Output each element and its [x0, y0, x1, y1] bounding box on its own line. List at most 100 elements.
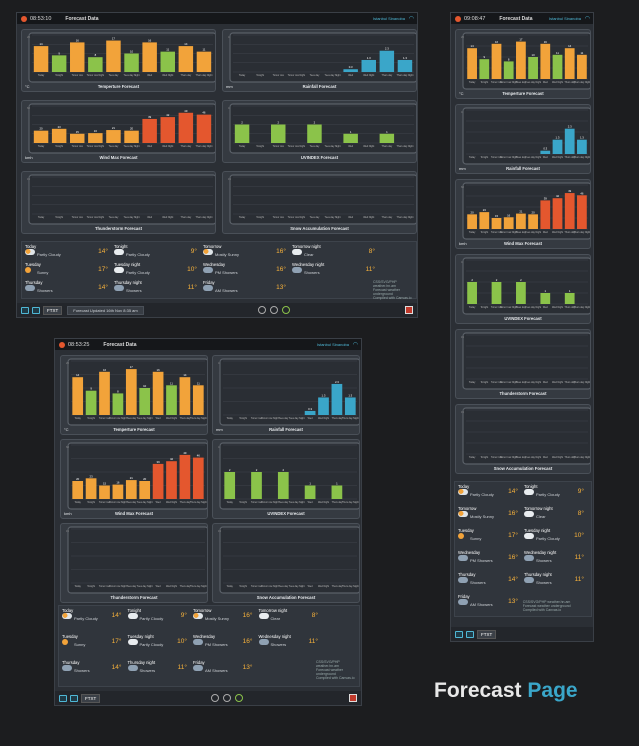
ftxt-button[interactable]: FTXT — [43, 305, 63, 315]
forecast-item: Tonight Partly Cloudy 9° — [127, 608, 187, 634]
x-tick: Today — [469, 81, 476, 84]
bar-1 — [479, 212, 490, 229]
app-title: Forecast Data — [499, 15, 533, 22]
forecast-day: Thursday — [458, 572, 476, 577]
x-tick: Tomor row — [72, 145, 83, 148]
copyright-icon[interactable] — [223, 694, 232, 702]
x-tick: Tonight — [256, 145, 264, 148]
x-tick: Thurs day — [180, 417, 191, 420]
forecast-item: Tuesday night Partly Cloudy 10° — [114, 262, 197, 280]
data-label: 46 — [580, 191, 584, 195]
image-button[interactable] — [21, 306, 29, 314]
app-title: Forecast Data — [65, 15, 99, 22]
bar-8 — [179, 377, 191, 415]
temp-panel: 20 14 Today 9 Tonight 16 Tomor row 8 Tomor row N… — [21, 29, 216, 92]
x-tick: Wed — [348, 145, 354, 148]
image-button[interactable] — [455, 630, 463, 638]
location-label[interactable]: Istanbul Sinanoba — [316, 342, 349, 347]
weather-icon — [127, 665, 138, 671]
temp-chart: 20 14 Today 9 Tonight 16 Tomor row 8 Tomor row N… — [66, 358, 207, 426]
credit-line[interactable]: CSS/SVG/PHP weather.hn.am — [316, 660, 340, 668]
x-tick: Thurs day — [180, 501, 191, 504]
credit-line[interactable]: Compiled with Canvas.io — [316, 676, 355, 680]
x-tick: Wed — [147, 74, 153, 77]
data-label: 17 — [130, 365, 134, 369]
cloud-button[interactable] — [466, 630, 474, 638]
credit-line[interactable]: Compiled with Canvas.io — [522, 608, 562, 612]
location-label[interactable]: Istanbul Sinanoba — [372, 16, 405, 21]
credit-line[interactable]: CSS/SVG/PHP weather.hn.am — [522, 600, 571, 604]
data-label: 23 — [58, 125, 62, 129]
x-tick: Wed — [543, 231, 549, 234]
x-tick: Wed — [308, 501, 314, 504]
cloud-button[interactable] — [32, 306, 40, 314]
data-label: 16 — [495, 40, 499, 44]
forecast-day: Wednesday — [458, 550, 481, 555]
data-label: 1.3 — [580, 136, 584, 140]
credit-line[interactable]: Forecast weather underground — [316, 668, 344, 676]
ftxt-button[interactable]: FTXT — [81, 693, 101, 703]
image-button[interactable] — [59, 694, 67, 702]
calendar-icon[interactable] — [405, 306, 414, 314]
credit-line[interactable]: CSS/SVG/PHP weather.hn.am — [373, 280, 397, 288]
x-tick: Wed — [308, 585, 314, 588]
y-tick: 20 — [461, 35, 464, 39]
bar-6 — [540, 43, 551, 79]
footer-bar: FTXT Forecast Updated 16th Nov 8:35 am — [17, 303, 417, 317]
x-tick: Tues day Night — [289, 501, 305, 504]
rain-panel: 4 Today Tonight Tomor row Tomor row Night Tue… — [222, 29, 417, 92]
bar-9 — [577, 54, 587, 79]
bar-7 — [160, 51, 175, 72]
data-label: 20 — [143, 477, 147, 481]
bar-6 — [304, 410, 316, 415]
cloud-button[interactable] — [70, 694, 78, 702]
copyright-icon[interactable] — [270, 306, 279, 314]
data-label: 42 — [166, 113, 170, 117]
bar-0 — [234, 124, 250, 143]
x-tick: Tues day — [310, 74, 321, 77]
refresh-icon[interactable] — [235, 694, 244, 702]
bar-1 — [479, 59, 490, 79]
data-label: 1.3 — [403, 56, 407, 60]
refresh-icon[interactable] — [282, 306, 291, 314]
x-tick: Tomor row Night — [261, 501, 279, 504]
x-tick: Today — [227, 585, 234, 588]
footer-bar: FTXT — [55, 691, 361, 705]
forecast-temp: 10° — [177, 638, 187, 645]
y-tick: 15 — [228, 177, 231, 181]
credit-line[interactable]: Compiled with Canvas.io — [373, 296, 412, 300]
info-icon[interactable] — [211, 694, 220, 702]
calendar-icon[interactable] — [349, 694, 357, 702]
power-icon[interactable] — [455, 15, 461, 22]
forecast-condition: Showers — [470, 580, 486, 585]
x-tick: Wed Night — [363, 145, 374, 148]
location-label[interactable]: Istanbul Sinanoba — [548, 16, 581, 21]
bar-1 — [85, 390, 97, 415]
clock: 09:08:47 — [464, 15, 486, 22]
bar-0 — [467, 282, 477, 304]
power-icon[interactable] — [59, 341, 65, 348]
credit-line[interactable]: Forecast weather underground — [522, 604, 571, 608]
ftxt-button[interactable]: FTXT — [477, 629, 497, 639]
forecast-temp: 8° — [577, 510, 584, 517]
y-tick: 15 — [66, 529, 69, 533]
info-icon[interactable] — [258, 306, 267, 314]
weather-icon — [193, 613, 203, 619]
bar-3 — [503, 61, 514, 79]
forecast-day: Thursday night — [114, 280, 142, 285]
data-label: 46 — [202, 111, 206, 115]
data-label: 14 — [184, 42, 188, 46]
forecast-item: Wednesday night Showers 11° — [258, 634, 318, 660]
forecast-list: Today Partly Cloudy 14° Tonight Partly Cloud… — [21, 241, 417, 300]
forecast-item: Tuesday night Partly Cloudy 10° — [524, 528, 584, 550]
x-tick: Wed Night — [552, 231, 563, 234]
x-tick: Today — [469, 306, 476, 309]
forecast-day: Today — [62, 608, 74, 613]
x-tick: Thurs day — [382, 74, 393, 77]
power-icon[interactable] — [21, 15, 27, 22]
forecast-condition: AM Showers — [470, 602, 493, 607]
x-tick: Thurs day — [181, 216, 192, 219]
credit-line[interactable]: Forecast weather underground — [373, 288, 401, 296]
bar-9 — [397, 59, 413, 72]
x-tick: Today — [227, 417, 234, 420]
